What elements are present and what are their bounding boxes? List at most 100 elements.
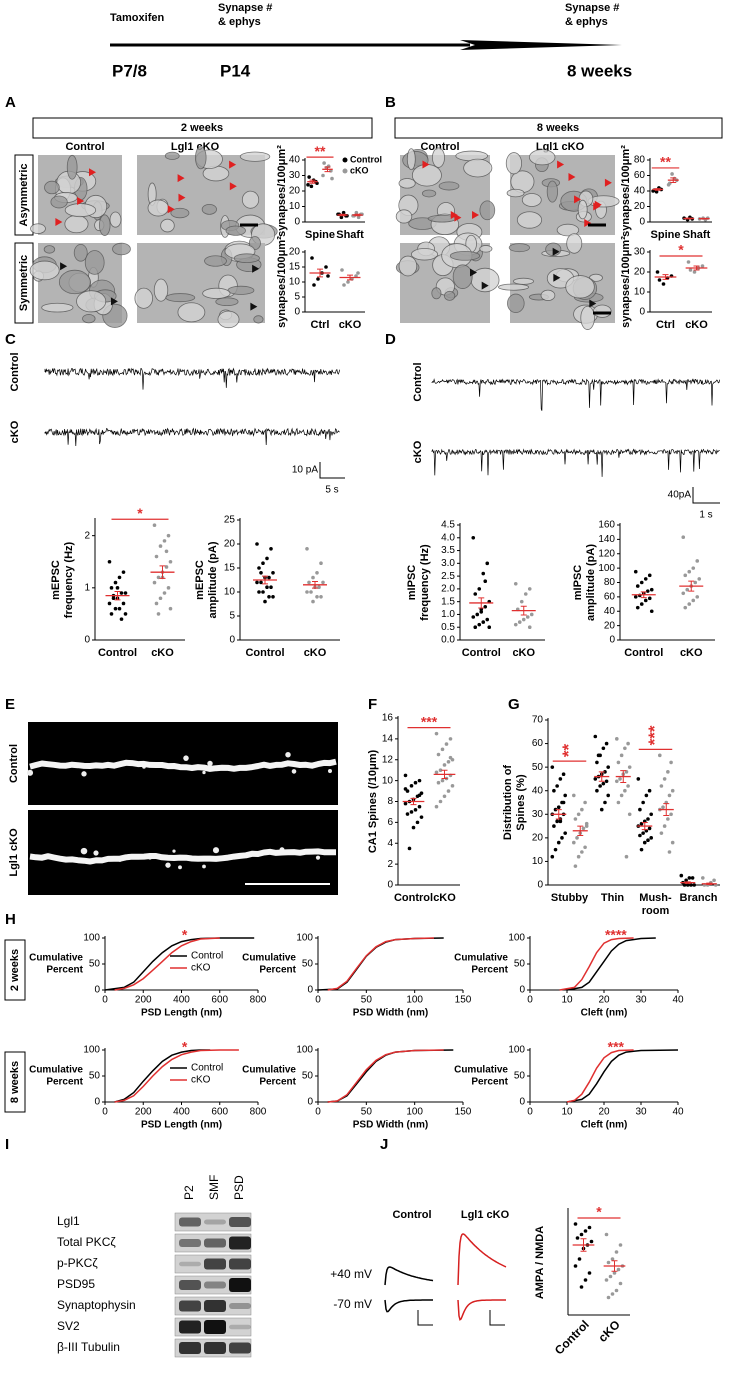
micrograph-texture [225, 225, 246, 236]
data-point [614, 1250, 619, 1254]
data-point [446, 789, 451, 793]
y-tick-label: 25 [224, 515, 236, 526]
timeline-event: & ephys [218, 16, 261, 28]
sem-bar [114, 590, 121, 601]
data-point [113, 580, 118, 585]
data-point [168, 606, 173, 611]
data-point [519, 599, 524, 604]
x-axis-label: Cleft (nm) [581, 1120, 628, 1131]
spine [165, 862, 171, 868]
x-tick-label: 400 [173, 995, 190, 1006]
data-point [446, 760, 451, 764]
data-point [623, 746, 627, 751]
y-axis-label: Cumulative [242, 1065, 296, 1076]
data-point [529, 612, 534, 617]
y-tick-label: 10 [289, 201, 301, 212]
spine [81, 771, 87, 777]
epsc-trace [384, 1266, 434, 1286]
blot-band [229, 1217, 251, 1227]
y-tick-label: 20 [289, 247, 301, 258]
blot-band [204, 1219, 226, 1225]
micrograph-texture [201, 203, 217, 215]
micrograph-texture [147, 199, 169, 217]
data-point [618, 1243, 623, 1247]
data-point [409, 810, 414, 814]
sem-bar [640, 591, 647, 599]
data-point [599, 807, 604, 812]
micrograph-texture [109, 211, 122, 228]
spine [285, 751, 291, 758]
data-point [655, 270, 660, 274]
significance: **** [605, 927, 627, 943]
data-point [166, 586, 171, 590]
x-axis-label: PSD Width (nm) [353, 1008, 428, 1019]
lane-label: PSD [232, 1175, 246, 1200]
blot-band [179, 1300, 201, 1312]
y-tick-label: 12 [382, 754, 394, 765]
micrograph-texture [217, 310, 240, 329]
micrograph-texture [160, 218, 175, 233]
panel-letter: J [380, 1136, 388, 1153]
data-point [436, 780, 441, 785]
data-point [306, 183, 310, 187]
data-point [647, 573, 652, 578]
micrograph-texture [556, 223, 580, 237]
y-axis-label: Cumulative [454, 953, 508, 964]
cumulative-line [566, 937, 656, 991]
data-point [475, 612, 480, 617]
data-point [485, 561, 490, 566]
sem-bar [580, 1238, 587, 1252]
data-point [583, 1229, 588, 1233]
y-tick-label: 20 [634, 201, 646, 212]
y-tick-label: 10 [532, 856, 544, 867]
data-point [166, 533, 171, 538]
data-point [580, 850, 584, 854]
spine [26, 769, 34, 776]
significance: *** [421, 713, 438, 729]
y-tick-label: 1.0 [441, 609, 455, 620]
significance: ** [315, 143, 326, 159]
data-point [263, 599, 267, 604]
micrograph [395, 232, 500, 323]
micrograph-texture [44, 180, 60, 195]
significance: * [596, 1204, 602, 1220]
y-axis-label: mEPSC [50, 560, 62, 600]
data-point [647, 788, 652, 793]
micrograph-texture [164, 151, 180, 160]
legend-label: cKO [350, 165, 369, 175]
micrograph-texture [577, 199, 588, 220]
scale-label: 10 pA [292, 465, 318, 476]
trace-label: Control [412, 362, 424, 401]
panel-letter: H [5, 911, 16, 928]
data-point [563, 831, 567, 835]
x-tick-label: Stubby [551, 892, 589, 904]
data-point [583, 845, 587, 850]
data-point [604, 1278, 609, 1282]
data-point [626, 741, 630, 746]
y-tick-label: 0 [294, 307, 300, 318]
sem-bar [706, 882, 713, 886]
data-point [311, 599, 315, 604]
y-tick-label: 4 [387, 838, 393, 849]
data-point [612, 1271, 617, 1275]
arrowhead [229, 160, 237, 169]
data-point [403, 787, 408, 791]
legend-marker [342, 168, 348, 174]
micrograph-texture [239, 151, 271, 162]
data-point [638, 833, 642, 838]
data-point [575, 836, 579, 840]
y-tick-label: 0 [387, 880, 393, 891]
data-point [444, 742, 449, 746]
blot-label: β-III Tubulin [57, 1340, 120, 1354]
scale-label: 5 s [325, 485, 338, 496]
micrograph-texture [253, 315, 264, 324]
blot-band [204, 1342, 226, 1354]
data-point [643, 577, 648, 581]
cumulative-line [566, 1049, 679, 1103]
blot-band [204, 1281, 226, 1289]
data-point [436, 752, 441, 757]
x-tick-label: cKO [339, 319, 362, 331]
arrowhead [481, 281, 489, 290]
spine [315, 855, 321, 860]
data-point [419, 815, 424, 819]
